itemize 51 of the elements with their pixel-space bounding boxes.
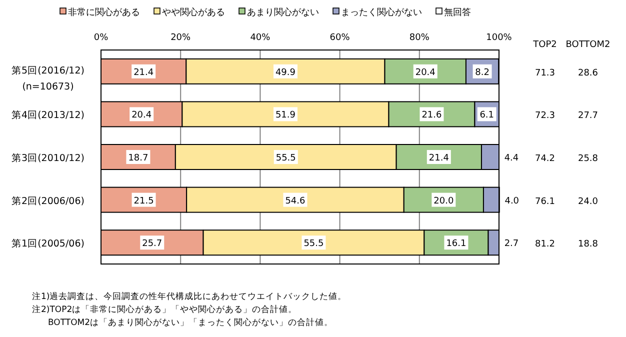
text: 71.3	[534, 68, 556, 78]
x-tick-label: 100%	[486, 33, 512, 43]
y-tick-label: 第3回(2010/12)	[12, 152, 84, 164]
data-label: 54.6	[285, 196, 306, 206]
text: 74.2	[534, 154, 556, 164]
text: 注1)過去調査は、今回調査の性年代構成比にあわせてウエイトバックした値。	[32, 291, 347, 302]
text: BOTTOM2は「あまり関心がない」「まったく関心がない」の合計値。	[48, 317, 334, 328]
text: 27.7	[578, 111, 598, 122]
data-label: 21.4	[134, 68, 154, 78]
data-label: 8.2	[475, 68, 490, 78]
legend-label: あまり関心がない	[247, 7, 319, 18]
text: 18.8	[578, 240, 598, 250]
data-label: 18.7	[128, 154, 148, 164]
text: 76.1	[534, 196, 556, 207]
data-label: 2.7	[504, 239, 519, 250]
data-label: 51.9	[275, 110, 296, 121]
legend-label: やや関心がある	[162, 7, 225, 18]
data-label: 55.5	[276, 154, 296, 164]
text: 25.8	[578, 154, 598, 164]
text: 72.3	[534, 111, 556, 122]
x-tick-label: 80%	[409, 33, 430, 43]
text: 注2)TOP2は「非常に関心がある」「やや関心がある」の合計値。	[32, 304, 298, 315]
text: BOTTOM2	[566, 40, 610, 50]
x-tick-label: 40%	[250, 33, 271, 43]
data-label: 20.4	[132, 110, 152, 121]
y-tick-label: 第1回(2005/06)	[12, 238, 84, 250]
text: 24.0	[578, 196, 598, 207]
data-label: 20.0	[434, 196, 454, 206]
legend-label: 無回答	[444, 7, 471, 18]
data-label: 21.5	[134, 196, 154, 206]
x-tick-label: 60%	[330, 33, 350, 43]
data-label: 21.4	[428, 154, 450, 164]
text: 28.6	[578, 68, 598, 78]
data-label: 4.0	[504, 196, 520, 206]
data-label: 16.1	[446, 239, 466, 250]
text: TOP2	[532, 40, 557, 50]
data-label: 55.5	[304, 239, 324, 250]
data-label: 20.4	[415, 68, 436, 78]
y-tick-label: 第4回(2013/12)	[12, 109, 84, 122]
text: 81.2	[534, 240, 556, 250]
x-tick-label: 0%	[94, 33, 109, 43]
data-label: 21.6	[422, 110, 442, 121]
y-tick-label: 第5回(2016/12) (n=10673)	[12, 64, 84, 92]
data-label: 6.1	[480, 110, 494, 121]
legend-label: まったく関心がない	[341, 7, 422, 18]
data-label: 49.9	[275, 68, 296, 78]
data-label: 25.7	[142, 239, 162, 250]
x-tick-label: 20%	[170, 33, 192, 43]
data-label: 4.4	[504, 154, 519, 164]
y-tick-label: 第2回(2006/06)	[12, 194, 84, 207]
legend-label: 非常に関心がある	[68, 7, 140, 18]
